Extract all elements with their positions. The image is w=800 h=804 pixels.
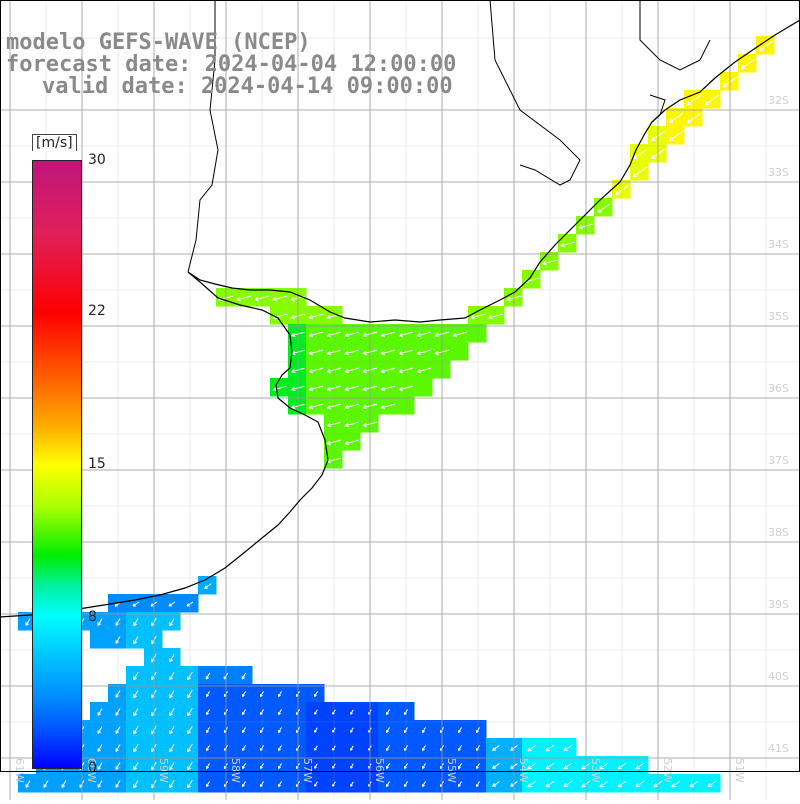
latitude-label: 38S — [768, 526, 789, 539]
colorbar-tick-22: 22 — [88, 304, 106, 318]
forecast-date: forecast date: 2024-04-04 12:00:00 — [6, 54, 456, 76]
latitude-label: 39S — [768, 598, 789, 611]
latitude-label: 32S — [768, 94, 789, 107]
latitude-label: 37S — [768, 454, 789, 467]
longitude-label: 52W — [661, 758, 674, 783]
longitude-label: 55W — [445, 758, 458, 783]
colorbar-tick-8: 8 — [88, 610, 97, 624]
wind-speed-field — [18, 36, 775, 793]
colorbar-unit: [m/s] — [32, 134, 77, 151]
latitude-label: 40S — [768, 670, 789, 683]
latitude-label: 36S — [768, 382, 789, 395]
colorbar-tick-30: 30 — [88, 153, 106, 167]
valid-date: valid date: 2024-04-14 09:00:00 — [42, 76, 453, 98]
colorbar — [32, 160, 82, 769]
longitude-label: 56W — [373, 758, 386, 783]
longitude-label: 51W — [733, 758, 746, 783]
longitude-label: 54W — [517, 758, 530, 783]
longitude-label: 59W — [157, 758, 170, 783]
longitude-label: 61W — [13, 758, 26, 783]
longitude-label: 53W — [589, 758, 602, 783]
colorbar-tick-0: 0 — [88, 761, 97, 775]
latitude-label: 34S — [768, 238, 789, 251]
colorbar-tick-15: 15 — [88, 457, 106, 471]
latitude-label: 41S — [768, 742, 789, 755]
latitude-label: 33S — [768, 166, 789, 179]
latitude-labels: 32S 33S 34S 35S 36S 37S 38S 39S 40S 41S — [768, 94, 789, 755]
longitude-label: 57W — [301, 758, 314, 783]
longitude-label: 58W — [229, 758, 242, 783]
latitude-label: 35S — [768, 310, 789, 323]
model-title: modelo GEFS-WAVE (NCEP) — [6, 32, 311, 54]
